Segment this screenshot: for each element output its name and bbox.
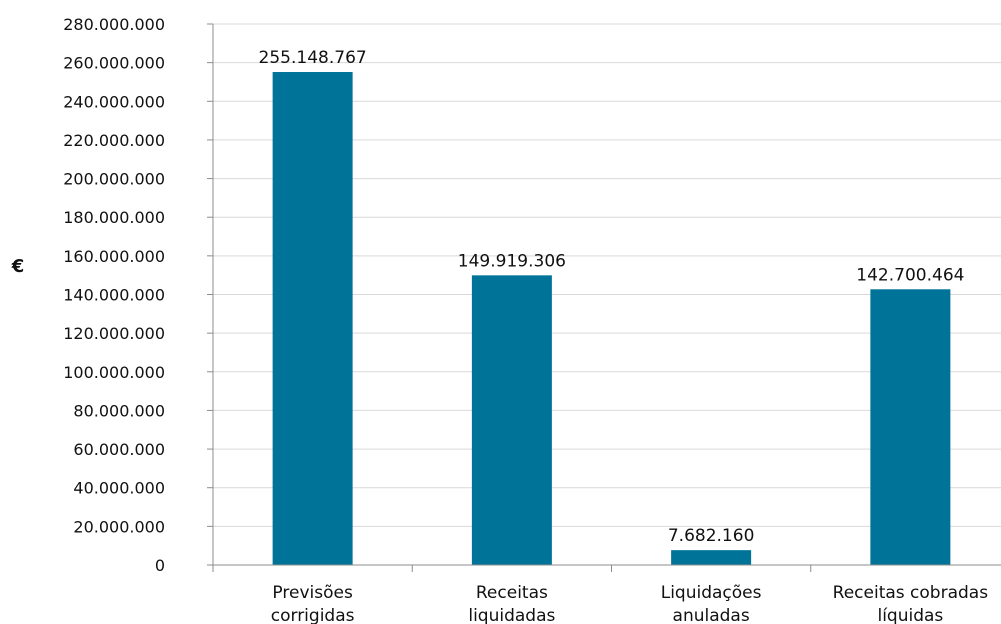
bars bbox=[272, 72, 951, 566]
x-axis bbox=[212, 24, 1001, 572]
category-label: Previsões bbox=[272, 583, 353, 603]
y-tick-label: 0 bbox=[155, 556, 165, 575]
data-label: 255.148.767 bbox=[259, 48, 367, 68]
y-tick-label: 180.000.000 bbox=[63, 208, 165, 227]
y-tick-label: 20.000.000 bbox=[73, 517, 165, 536]
y-axis-tick-labels: 0 20.000.000 40.000.000 60.000.000 80.000.00… bbox=[63, 15, 165, 575]
y-tick-label: 100.000.000 bbox=[63, 363, 165, 382]
y-tick-label: 200.000.000 bbox=[63, 170, 165, 189]
category-label: Liquidações bbox=[661, 583, 762, 603]
y-tick-label: 40.000.000 bbox=[73, 479, 165, 498]
y-tick-label: 140.000.000 bbox=[63, 286, 165, 305]
data-labels: 255.148.767 149.919.306 7.682.160 142.700.4… bbox=[259, 48, 965, 546]
y-tick-label: 60.000.000 bbox=[73, 440, 165, 459]
y-tick-label: 120.000.000 bbox=[63, 324, 165, 343]
y-tick-label: 240.000.000 bbox=[63, 92, 165, 111]
category-label: corrigidas bbox=[271, 606, 355, 624]
data-label: 142.700.464 bbox=[856, 265, 964, 285]
y-tick-label: 160.000.000 bbox=[63, 247, 165, 266]
category-label: líquidas bbox=[877, 606, 943, 624]
category-label: Receitas cobradas bbox=[833, 583, 989, 603]
bar bbox=[272, 72, 353, 566]
category-label: anuladas bbox=[673, 606, 750, 624]
bar bbox=[471, 275, 552, 565]
data-label: 7.682.160 bbox=[668, 526, 755, 546]
y-tick-label: 80.000.000 bbox=[73, 401, 165, 420]
x-axis-category-labels: Previsões corrigidas Receitas liquidadas Liq… bbox=[271, 583, 988, 624]
category-label: liquidadas bbox=[468, 606, 555, 624]
bar bbox=[870, 289, 951, 565]
data-label: 149.919.306 bbox=[458, 251, 566, 271]
y-tick-label: 280.000.000 bbox=[63, 15, 165, 34]
bar bbox=[671, 550, 752, 565]
y-tick-label: 220.000.000 bbox=[63, 131, 165, 150]
y-axis-label: € bbox=[11, 256, 25, 277]
category-label: Receitas bbox=[476, 583, 548, 603]
y-tick-label: 260.000.000 bbox=[63, 54, 165, 73]
